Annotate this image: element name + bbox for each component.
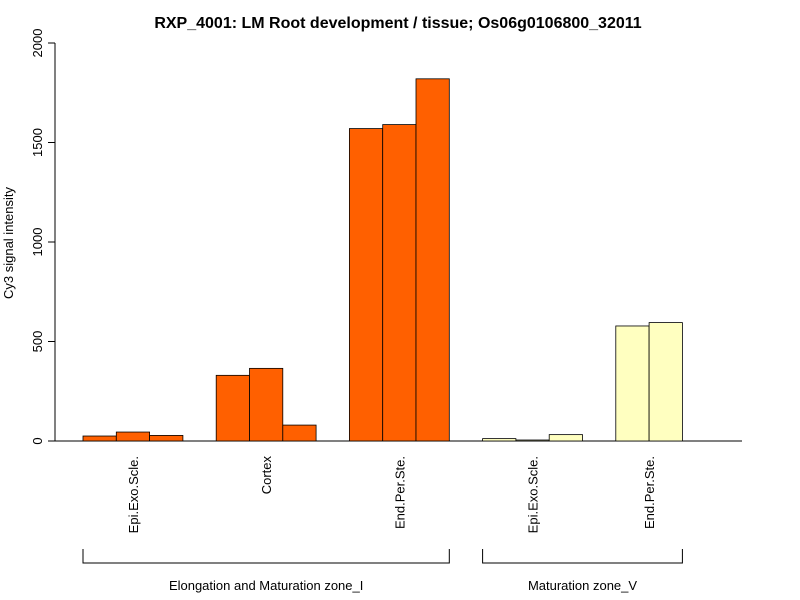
bar — [82, 435, 117, 442]
chart-title: RXP_4001: LM Root development / tissue; … — [154, 15, 641, 32]
category-labels: Epi.Exo.Scle. Cortex End.Per.Ste. Epi.Exo.S… — [126, 456, 657, 534]
category-label: End.Per.Ste. — [642, 456, 657, 529]
group-label: Maturation zone_V — [528, 578, 637, 593]
category-label: Epi.Exo.Scle. — [126, 456, 141, 533]
group-bracket — [82, 549, 450, 564]
bar — [348, 128, 384, 442]
bar — [548, 434, 583, 442]
category-label: Cortex — [259, 456, 274, 495]
category-label: End.Per.Ste. — [392, 456, 407, 529]
bar — [515, 439, 550, 442]
bars — [82, 78, 683, 442]
bar — [215, 374, 250, 442]
group-brackets: Elongation and Maturation zone_I Maturati… — [82, 549, 683, 593]
group-label: Elongation and Maturation zone_I — [169, 578, 363, 593]
group-bracket — [482, 549, 683, 564]
y-tick-label: 500 — [30, 331, 45, 353]
y-tick-label: 2000 — [30, 29, 45, 58]
bar — [615, 325, 650, 442]
bar — [249, 367, 284, 442]
bar — [149, 435, 184, 442]
bar — [415, 78, 450, 442]
y-axis-label: Cy3 signal intensity — [1, 187, 16, 299]
y-tick-label: 0 — [30, 437, 45, 444]
y-tick-label: 1500 — [30, 128, 45, 157]
category-label: Epi.Exo.Scle. — [526, 456, 541, 533]
bar — [382, 124, 417, 442]
bar — [482, 438, 517, 442]
y-tick-label: 1000 — [30, 228, 45, 257]
bar — [282, 424, 317, 442]
bar — [115, 431, 151, 442]
y-axis: 0 500 1000 1500 2000 — [30, 29, 56, 445]
bar — [648, 322, 683, 442]
